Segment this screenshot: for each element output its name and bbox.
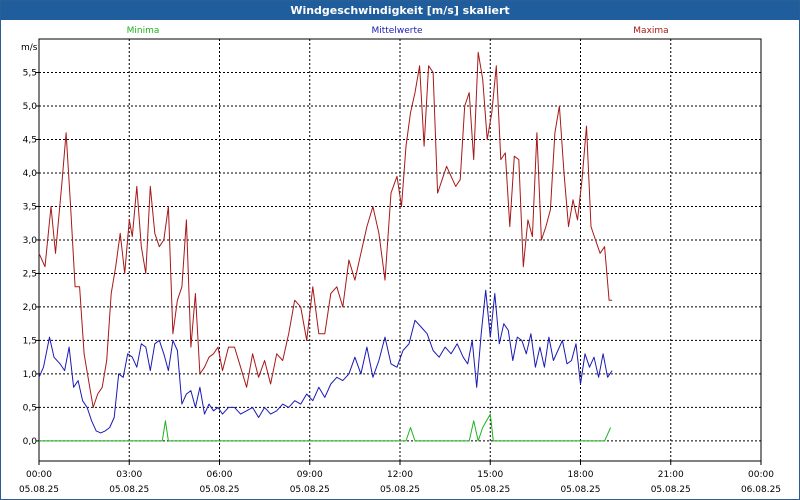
x-tick-date-label: 05.08.25 <box>380 485 420 495</box>
x-tick-time-label: 00:00 <box>748 470 774 480</box>
plot-frame <box>38 38 762 462</box>
x-tick-date-label: 06.08.25 <box>741 485 781 495</box>
x-tick-time-label: 09:00 <box>297 470 323 480</box>
x-tick-date-label: 05.08.25 <box>19 485 59 495</box>
x-tick-date-label: 05.08.25 <box>560 485 600 495</box>
y-tick-label: 2,5 <box>23 269 37 279</box>
series-line-mittelwerte <box>38 289 613 434</box>
series-line-minima <box>39 413 612 442</box>
y-tick-label: 4,5 <box>23 135 37 145</box>
x-tick-time-label: 06:00 <box>207 470 233 480</box>
x-tick-time-label: 03:00 <box>116 470 142 480</box>
window-title: Windgeschwindigkeit [m/s] skaliert <box>1 1 799 20</box>
grid <box>39 39 761 461</box>
y-tick-label: 1,5 <box>23 336 37 346</box>
series <box>38 51 613 442</box>
x-tick-time-label: 12:00 <box>387 470 413 480</box>
y-axis-unit-label: m/s <box>21 43 38 53</box>
y-tick-label: 4,0 <box>23 169 38 179</box>
y-tick-label: 0,0 <box>23 437 38 447</box>
x-tick-date-label: 05.08.25 <box>109 485 149 495</box>
y-tick-label: 2,0 <box>23 303 38 313</box>
x-tick-date-label: 05.08.25 <box>199 485 239 495</box>
x-tick-date-label: 05.08.25 <box>290 485 330 495</box>
axes: 0,0 0,5 1,0 1,5 2,0 2,5 3,0 3,5 4,0 4,5 5,0 5,5 00:0… <box>19 38 781 495</box>
series-line-maxima <box>38 51 613 408</box>
y-tick-label: 3,0 <box>23 236 38 246</box>
legend-mittelwerte: Mittelwerte <box>371 26 422 36</box>
legend-minima: Minima <box>127 26 160 36</box>
y-tick-label: 1,0 <box>23 370 38 380</box>
x-tick-date-label: 05.08.25 <box>470 485 510 495</box>
legend-maxima: Maxima <box>633 26 668 36</box>
y-tick-label: 5,5 <box>23 68 37 78</box>
y-tick-label: 0,5 <box>23 403 37 413</box>
y-tick-label: 3,5 <box>23 202 37 212</box>
legend: Minima Mittelwerte Maxima <box>127 26 669 36</box>
x-tick-time-label: 21:00 <box>658 470 684 480</box>
x-tick-time-label: 18:00 <box>568 470 594 480</box>
x-tick-time-label: 15:00 <box>477 470 503 480</box>
y-tick-label: 5,0 <box>23 102 38 112</box>
x-tick-date-label: 05.08.25 <box>651 485 691 495</box>
x-tick-time-label: 00:00 <box>26 470 52 480</box>
